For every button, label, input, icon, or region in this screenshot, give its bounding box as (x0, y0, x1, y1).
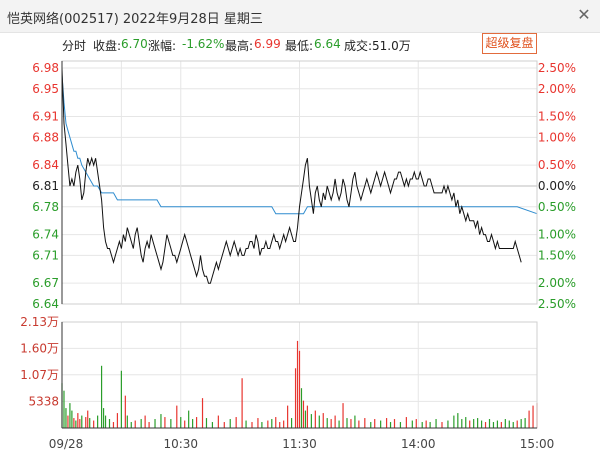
volume-tick-label: 5338 (28, 394, 59, 408)
volume-tick-label: 1.07万 (20, 368, 59, 382)
price-tick-label: 6.71 (32, 248, 59, 262)
volume-bars (61, 340, 538, 428)
super-replay-button[interactable]: 超级复盘 (482, 33, 537, 54)
quote-info-bar: 分时 收盘: 6.70 涨幅: -1.62% 最高: 6.99 最低: 6.64… (0, 33, 600, 55)
price-tick-label: 6.84 (32, 158, 59, 172)
percent-tick-label: 0.50% (538, 158, 576, 172)
low-value: 6.64 (314, 37, 341, 51)
percent-tick-label: 2.00% (538, 82, 576, 96)
volume-panel-frame (61, 321, 538, 429)
price-tick-label: 6.67 (32, 276, 59, 290)
price-tick-label: 6.98 (32, 61, 59, 75)
time-tick-label: 09/28 (49, 437, 84, 451)
window-title: 恺英网络(002517) 2022年9月28日 星期三 (7, 12, 263, 27)
percent-tick-label: 1.00% (538, 228, 576, 242)
average-price-line (61, 74, 538, 215)
high-value: 6.99 (254, 37, 281, 51)
price-tick-label: 6.95 (32, 82, 59, 96)
percent-tick-label: 1.50% (538, 248, 576, 262)
title-bar: 恺英网络(002517) 2022年9月28日 星期三 ✕ (0, 0, 600, 33)
close-price-value: 6.70 (121, 37, 148, 51)
price-line (61, 67, 522, 284)
percent-tick-label: 2.50% (538, 297, 576, 311)
price-tick-label: 6.78 (32, 200, 59, 214)
close-icon[interactable]: ✕ (577, 5, 591, 24)
change-value: -1.62% (182, 37, 225, 51)
time-tick-label: 10:30 (163, 437, 198, 451)
percent-tick-label: 2.50% (538, 61, 576, 75)
percent-tick-label: 1.00% (538, 130, 576, 144)
mode-label: 分时 (62, 39, 87, 53)
volume-label: 成交: (344, 39, 373, 53)
axis-labels: 6.98 6.95 6.91 6.88 6.84 6.81 6.78 6.74 6.71 6.67… (20, 61, 576, 451)
percent-tick-label: 1.50% (538, 110, 576, 124)
price-tick-label: 6.91 (32, 110, 59, 124)
price-line-layer (61, 67, 522, 284)
low-label: 最低: (285, 39, 314, 53)
percent-tick-label: 2.00% (538, 276, 576, 290)
volume-value: 51.0万 (372, 39, 411, 53)
volume-tick-label: 1.60万 (20, 341, 59, 355)
time-tick-label: 15:00 (520, 437, 555, 451)
change-label: 涨幅: (148, 39, 177, 53)
percent-tick-label: 0.50% (538, 200, 576, 214)
volume-tick-label: 2.13万 (20, 315, 59, 329)
price-tick-label: 6.81 (32, 179, 59, 193)
price-tick-label: 6.64 (32, 297, 59, 311)
high-label: 最高: (225, 39, 254, 53)
time-tick-label: 14:00 (401, 437, 436, 451)
price-tick-label: 6.74 (32, 228, 59, 242)
chart-grid (62, 61, 537, 428)
chart-axes (61, 60, 538, 429)
average-line-layer (61, 74, 538, 215)
time-tick-label: 11:30 (282, 437, 317, 451)
percent-tick-label: 0.00% (538, 179, 576, 193)
price-panel-frame (61, 60, 538, 305)
close-price-label: 收盘: (93, 39, 122, 53)
price-tick-label: 6.88 (32, 130, 59, 144)
